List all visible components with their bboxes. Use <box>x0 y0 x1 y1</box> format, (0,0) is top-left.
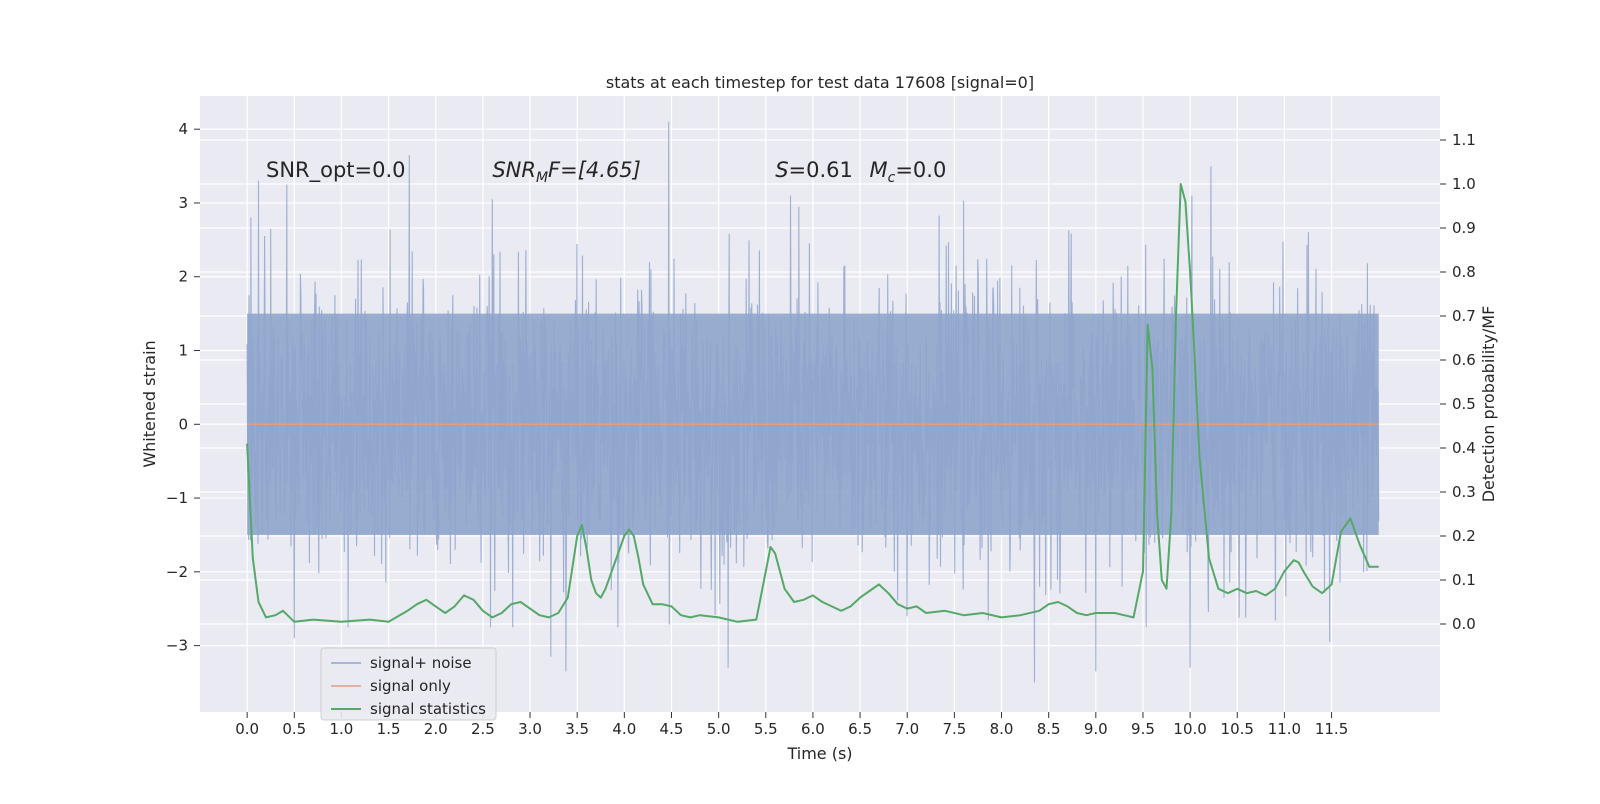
x-tick-label: 5.5 <box>754 720 778 738</box>
y-tick-label-right: 0.4 <box>1452 439 1476 457</box>
legend-label: signal+ noise <box>370 654 472 672</box>
y-tick-label-right: 0.3 <box>1452 483 1476 501</box>
y-tick-label-right: 0.5 <box>1452 395 1476 413</box>
x-tick-label: 7.0 <box>895 720 919 738</box>
x-tick-label: 10.5 <box>1221 720 1254 738</box>
annotation-symbol: S <box>775 158 788 182</box>
annotation-subscript: c <box>888 170 896 186</box>
y-tick-label-left: 3 <box>178 194 188 212</box>
annotation-subscript: M <box>536 170 548 186</box>
x-tick-label: 10.0 <box>1173 720 1206 738</box>
legend-label: signal only <box>370 677 451 695</box>
y-axis-label-left: Whitened strain <box>140 340 159 467</box>
x-tick-label: 1.5 <box>377 720 401 738</box>
x-tick-label: 9.0 <box>1084 720 1108 738</box>
y-tick-label-right: 0.7 <box>1452 307 1476 325</box>
x-tick-label: 2.5 <box>471 720 495 738</box>
annotation-snr_opt: SNR_opt=0.0 <box>266 158 406 183</box>
x-tick-label: 0.5 <box>282 720 306 738</box>
y-tick-label-right: 0.9 <box>1452 219 1476 237</box>
x-tick-label: 8.0 <box>990 720 1014 738</box>
x-tick-label: 8.5 <box>1037 720 1061 738</box>
y-tick-label-right: 0.8 <box>1452 263 1476 281</box>
x-tick-label: 11.0 <box>1268 720 1301 738</box>
x-tick-label: 3.0 <box>518 720 542 738</box>
y-tick-label-right: 0.2 <box>1452 527 1476 545</box>
x-tick-label: 5.0 <box>707 720 731 738</box>
y-tick-label-left: −3 <box>166 637 188 655</box>
signal-plus-noise-line <box>246 121 1380 683</box>
y-axis-label-right: Detection probability/MF <box>1479 306 1498 503</box>
y-tick-label-right: 0.1 <box>1452 571 1476 589</box>
annotations: SNR_opt=0.0 SNRMF=[4.65] S=0.61 Mc=0.0 <box>266 158 946 186</box>
legend-label: signal statistics <box>370 700 486 718</box>
y-tick-label-right: 1.1 <box>1452 131 1476 149</box>
annotation-s_stat: S=0.61 <box>775 158 853 182</box>
y-tick-label-right: 0.0 <box>1452 615 1476 633</box>
line-series-layer <box>246 183 1379 623</box>
annotation-snr_mf: SNRMF=[4.65] <box>492 158 641 186</box>
y-tick-label-left: 2 <box>178 268 188 286</box>
annotation-symbol: M <box>870 158 888 182</box>
y-tick-label-left: 4 <box>178 120 188 138</box>
y-tick-label-left: −2 <box>166 563 188 581</box>
annotation-symbol: SNR <box>492 158 536 182</box>
signal-statistics-line <box>246 183 1379 623</box>
x-tick-label: 6.5 <box>848 720 872 738</box>
y-tick-label-right: 0.6 <box>1452 351 1476 369</box>
x-tick-label: 6.0 <box>801 720 825 738</box>
legend-box <box>320 647 497 721</box>
x-tick-label: 7.5 <box>942 720 966 738</box>
y-tick-label-left: 0 <box>178 415 188 433</box>
x-tick-label: 4.5 <box>660 720 684 738</box>
annotation-value: =0.0 <box>895 158 946 182</box>
chart-title: stats at each timestep for test data 176… <box>606 73 1034 92</box>
y-tick-label-left: 1 <box>178 342 188 360</box>
x-tick-label: 0.0 <box>235 720 259 738</box>
legend: signal+ noise signal only signal statistic… <box>320 647 497 721</box>
x-tick-label: 3.5 <box>565 720 589 738</box>
y-tick-label-left: −1 <box>166 489 188 507</box>
x-tick-label: 11.5 <box>1315 720 1348 738</box>
y-tick-label-right: 1.0 <box>1452 175 1476 193</box>
x-tick-label: 9.5 <box>1131 720 1155 738</box>
annotation-mc: Mc=0.0 <box>870 158 947 186</box>
annotation-value: F=[4.65] <box>548 158 641 182</box>
x-axis-label: Time (s) <box>786 744 852 763</box>
annotation-value: =0.61 <box>789 158 853 182</box>
tick-layer: 0.0 0.5 1.0 1.5 2.0 2.5 3.0 3.5 4.0 4.5 5.0 5.5 6.0 6… <box>166 120 1476 738</box>
x-tick-label: 1.0 <box>330 720 354 738</box>
x-tick-label: 2.0 <box>424 720 448 738</box>
x-tick-label: 4.0 <box>612 720 636 738</box>
